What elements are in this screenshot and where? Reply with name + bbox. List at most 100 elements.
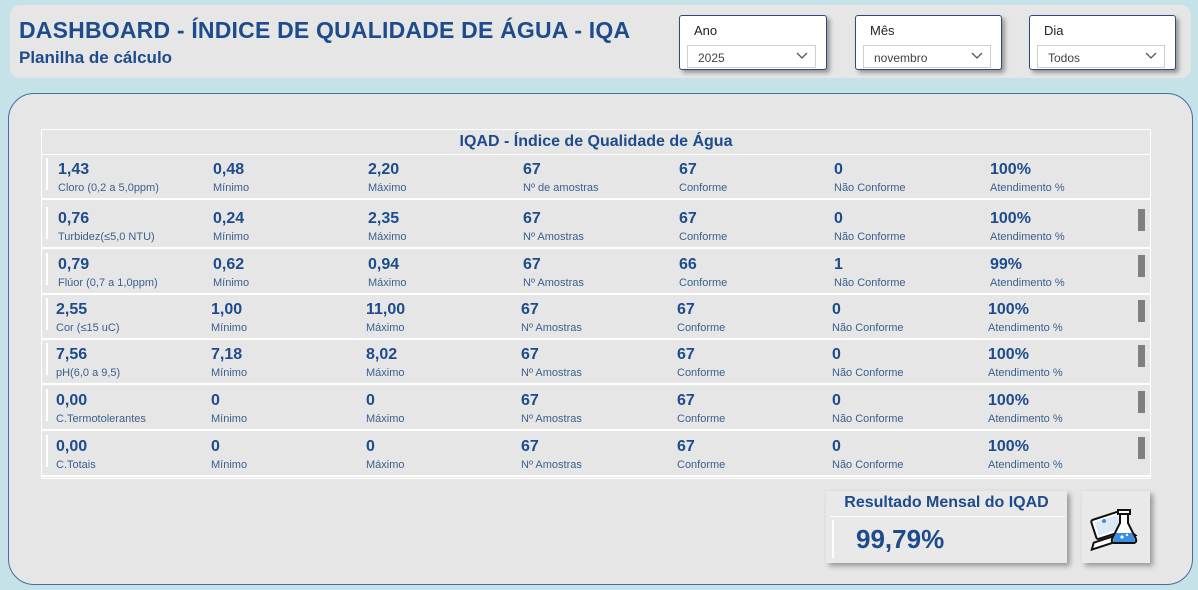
samples-cell: 67 Nº Amostras — [521, 339, 671, 383]
day-dropdown[interactable]: Todos — [1037, 45, 1165, 68]
minimum-cell: 0 Mínimo — [211, 431, 361, 475]
conforme-value: 67 — [677, 438, 695, 455]
row-scrollbar[interactable] — [1138, 300, 1145, 322]
parameter-cell: 7,56 pH(6,0 a 9,5) — [56, 339, 206, 383]
maximum-value: 8,02 — [366, 346, 398, 363]
day-slicer[interactable]: Dia Todos — [1029, 15, 1176, 70]
minimum-label: Mínimo — [213, 231, 250, 243]
minimum-value: 0 — [211, 438, 220, 455]
conforme-value: 67 — [677, 301, 695, 318]
parameter-label: C.Termotolerantes — [56, 413, 146, 425]
row-accent-bar — [46, 343, 48, 375]
row-scrollbar[interactable] — [1138, 209, 1145, 231]
conforme-cell: 67 Conforme — [677, 385, 827, 429]
day-dropdown-value: Todos — [1048, 51, 1081, 65]
samples-value: 67 — [521, 346, 539, 363]
conforme-value: 66 — [679, 256, 697, 273]
minimum-cell: 1,00 Mínimo — [211, 294, 361, 338]
conforme-value: 67 — [677, 346, 695, 363]
table-row: 0,00 C.Termotolerantes 0 Mínimo 0 Máximo 67 Nº … — [42, 385, 1150, 431]
table-row: 2,55 Cor (≤15 uC) 1,00 Mínimo 11,00 Máximo 67 N… — [42, 294, 1150, 340]
parameter-label: Cloro (0,2 a 5,0ppm) — [58, 182, 159, 194]
nao-conforme-value: 1 — [834, 256, 843, 273]
atendimento-cell: 99% Atendimento % — [990, 249, 1140, 293]
laptop-flask-icon — [1090, 509, 1138, 552]
minimum-label: Mínimo — [211, 413, 248, 425]
samples-label: Nº de amostras — [523, 182, 599, 194]
samples-cell: 67 Nº de amostras — [523, 154, 673, 198]
table-row: 0,79 Flúor (0,7 a 1,0ppm) 0,62 Mínimo 0,94 Má… — [42, 249, 1150, 295]
parameter-value: 7,56 — [56, 346, 88, 363]
row-accent-bar — [46, 207, 48, 239]
row-accent-bar — [46, 253, 48, 285]
nao-conforme-label: Não Conforme — [832, 322, 904, 334]
nao-conforme-label: Não Conforme — [832, 413, 904, 425]
maximum-cell: 2,20 Máximo — [368, 154, 518, 198]
parameter-value: 0,76 — [58, 210, 90, 227]
conforme-cell: 67 Conforme — [677, 339, 827, 383]
year-slicer[interactable]: Ano 2025 — [679, 15, 827, 70]
nao-conforme-value: 0 — [832, 346, 841, 363]
row-scrollbar[interactable] — [1138, 255, 1145, 277]
atendimento-label: Atendimento % — [988, 322, 1063, 334]
conforme-label: Conforme — [679, 231, 728, 243]
maximum-value: 0 — [366, 438, 375, 455]
parameter-cell: 1,43 Cloro (0,2 a 5,0ppm) — [58, 154, 208, 198]
samples-value: 67 — [521, 392, 539, 409]
row-scrollbar[interactable] — [1138, 391, 1145, 413]
month-slicer-label: Mês — [870, 23, 895, 38]
nao-conforme-cell: 0 Não Conforme — [834, 154, 984, 198]
samples-label: Nº Amostras — [521, 322, 582, 334]
atendimento-label: Atendimento % — [990, 277, 1065, 289]
nao-conforme-label: Não Conforme — [832, 367, 904, 379]
parameter-value: 0,00 — [56, 392, 88, 409]
parameter-cell: 2,55 Cor (≤15 uC) — [56, 294, 206, 338]
parameter-label: Turbidez(≤5,0 NTU) — [58, 231, 155, 243]
nao-conforme-cell: 1 Não Conforme — [834, 249, 984, 293]
monthly-result-title: Resultado Mensal do IQAD — [844, 494, 1049, 511]
minimum-cell: 0 Mínimo — [211, 385, 361, 429]
samples-value: 67 — [521, 438, 539, 455]
nao-conforme-cell: 0 Não Conforme — [834, 203, 984, 247]
table-row: 7,56 pH(6,0 a 9,5) 7,18 Mínimo 8,02 Máximo 67 N… — [42, 339, 1150, 385]
page-title: DASHBOARD - ÍNDICE DE QUALIDADE DE ÁGUA … — [19, 17, 631, 43]
nao-conforme-value: 0 — [832, 392, 841, 409]
month-slicer[interactable]: Mês novembro — [855, 15, 1002, 70]
maximum-value: 2,35 — [368, 210, 400, 227]
row-scrollbar[interactable] — [1138, 437, 1145, 459]
year-dropdown[interactable]: 2025 — [687, 45, 816, 68]
parameter-cell: 0,00 C.Totais — [56, 431, 206, 475]
month-dropdown[interactable]: novembro — [863, 45, 991, 68]
nao-conforme-cell: 0 Não Conforme — [832, 339, 982, 383]
minimum-value: 7,18 — [211, 346, 243, 363]
row-accent-bar — [46, 158, 48, 190]
maximum-cell: 8,02 Máximo — [366, 339, 516, 383]
chevron-down-icon — [796, 52, 808, 59]
samples-value: 67 — [523, 256, 541, 273]
maximum-value: 11,00 — [366, 301, 406, 318]
nao-conforme-label: Não Conforme — [834, 277, 906, 289]
month-dropdown-value: novembro — [874, 51, 928, 65]
conforme-cell: 67 Conforme — [677, 431, 827, 475]
conforme-label: Conforme — [677, 459, 726, 471]
row-scrollbar[interactable] — [1138, 345, 1145, 367]
nao-conforme-value: 0 — [832, 438, 841, 455]
row-accent-bar — [46, 298, 48, 330]
samples-label: Nº Amostras — [521, 367, 582, 379]
atendimento-label: Atendimento % — [990, 182, 1065, 194]
maximum-cell: 0 Máximo — [366, 385, 516, 429]
parameter-cell: 0,00 C.Termotolerantes — [56, 385, 206, 429]
nao-conforme-value: 0 — [834, 161, 843, 178]
result-accent-bar — [832, 520, 834, 558]
parameter-value: 1,43 — [58, 161, 90, 178]
samples-label: Nº Amostras — [523, 231, 584, 243]
samples-value: 67 — [523, 161, 541, 178]
conforme-cell: 66 Conforme — [679, 249, 829, 293]
atendimento-cell: 100% Atendimento % — [988, 431, 1138, 475]
maximum-cell: 0,94 Máximo — [368, 249, 518, 293]
maximum-value: 0,94 — [368, 256, 400, 273]
maximum-label: Máximo — [366, 322, 405, 334]
atendimento-value: 100% — [990, 161, 1031, 178]
atendimento-value: 100% — [988, 392, 1029, 409]
conforme-cell: 67 Conforme — [679, 154, 829, 198]
